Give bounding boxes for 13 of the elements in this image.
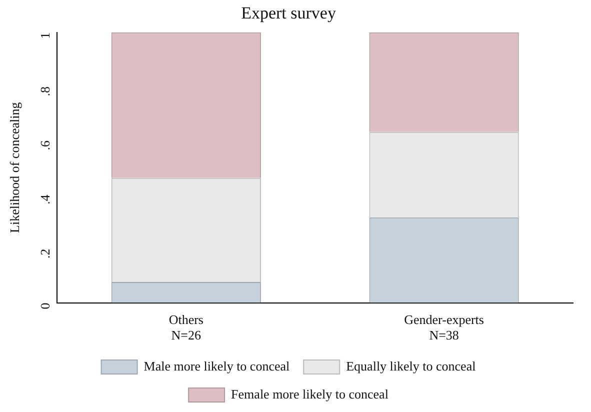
y-tick-label: .2 bbox=[38, 248, 53, 258]
y-tick-label: 0 bbox=[38, 302, 53, 310]
legend-label: Female more likely to conceal bbox=[231, 386, 389, 402]
x-tick-label: Gender-experts N=38 bbox=[404, 312, 484, 343]
y-tick-label: .6 bbox=[38, 140, 53, 150]
legend-label: Male more likely to conceal bbox=[144, 358, 290, 374]
y-axis-title: Likelihood of concealing bbox=[7, 102, 22, 233]
y-tick-label: .4 bbox=[38, 194, 53, 204]
y-tick-label: .8 bbox=[38, 86, 53, 96]
chart-title: Expert survey bbox=[241, 4, 336, 23]
legend-label: Equally likely to conceal bbox=[346, 358, 476, 374]
y-tick-label: 1 bbox=[38, 32, 53, 39]
x-tick-label: Others N=26 bbox=[168, 312, 204, 343]
